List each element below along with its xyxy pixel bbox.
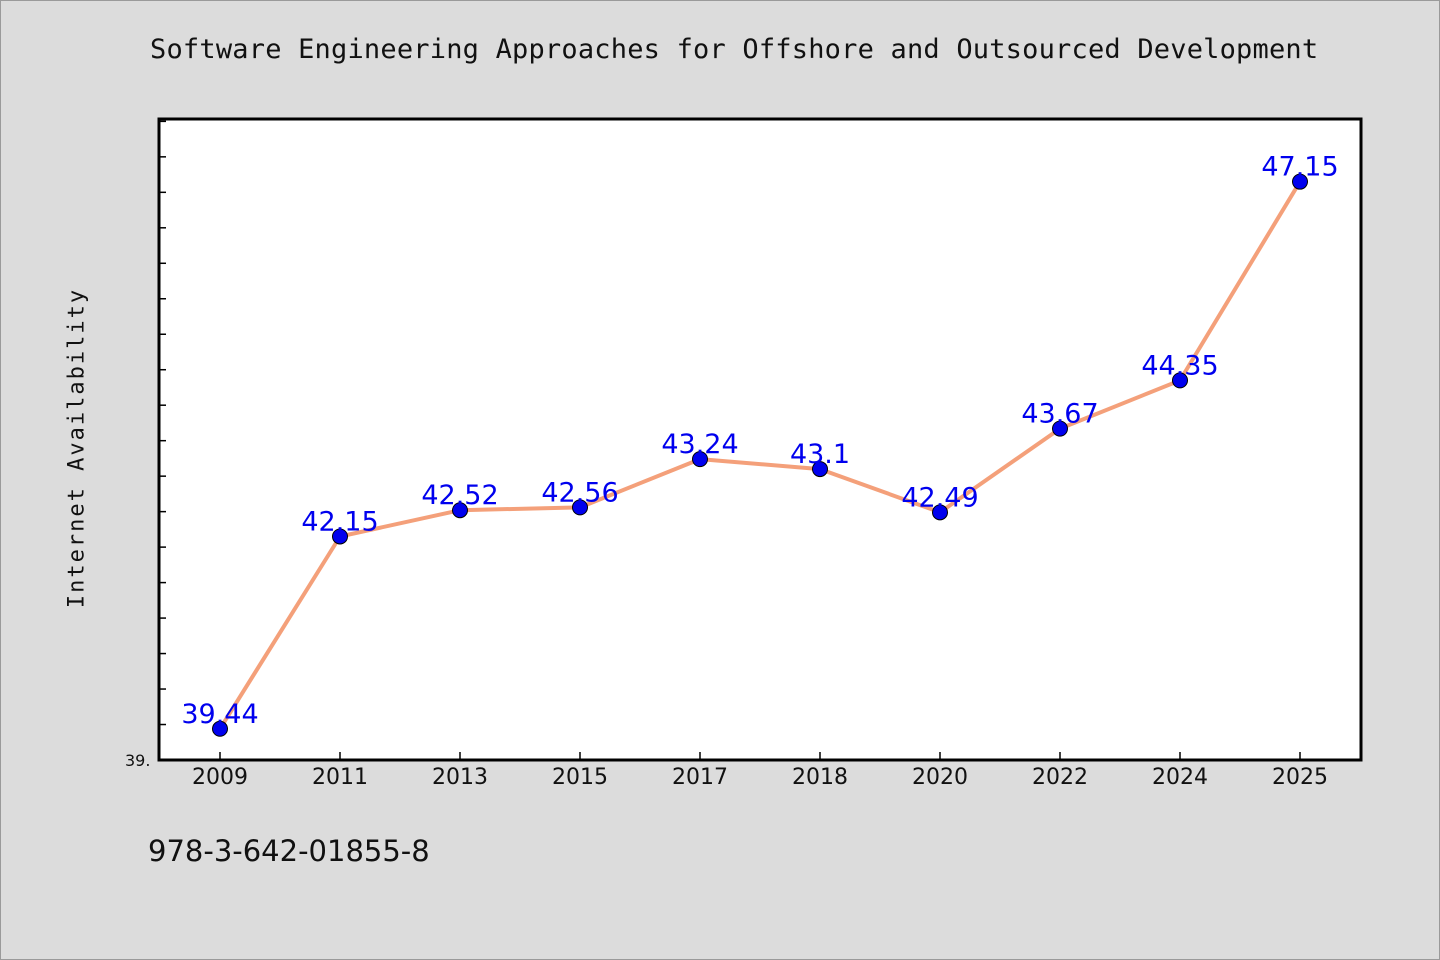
data-label: 42.49: [901, 482, 978, 513]
data-label: 42.56: [541, 477, 618, 508]
x-tick-label: 2024: [1152, 765, 1208, 790]
data-label: 43.1: [790, 439, 850, 470]
data-label: 39.44: [181, 699, 258, 730]
footer-isbn: 978-3-642-01855-8: [148, 834, 430, 868]
data-point: [812, 461, 828, 478]
data-point: [692, 451, 708, 468]
x-tick-label: 2015: [552, 765, 608, 790]
x-tick-label: 2011: [312, 765, 368, 790]
data-markers: [212, 173, 1308, 737]
x-tick-label: 2009: [192, 765, 248, 790]
data-label: 47.15: [1261, 152, 1338, 183]
x-tick-label: 2017: [672, 765, 728, 790]
data-labels: 39.44 42.15 42.52 42.56 43.24 43.1 42.49 43.67 4…: [181, 152, 1338, 730]
plot-area: [157, 117, 1363, 762]
x-tick-label: 2018: [792, 765, 848, 790]
y-axis-ticks: [159, 120, 166, 761]
data-point: [1052, 420, 1068, 437]
x-tick-label: 2022: [1032, 765, 1088, 790]
x-axis-ticks: 2009 2011 2013 2015 2017 2018 2020 2022 2024 2025: [192, 752, 1328, 790]
data-label: 44.35: [1141, 350, 1218, 381]
data-point: [212, 720, 228, 737]
data-point: [452, 502, 468, 519]
chart-title: Software Engineering Approaches for Offs…: [150, 34, 1319, 65]
data-point: [572, 499, 588, 516]
data-point: [1292, 173, 1308, 190]
data-label: 42.52: [421, 480, 498, 511]
x-tick-label: 2020: [912, 765, 968, 790]
series-line: [218, 179, 1302, 731]
data-label: 43.67: [1021, 399, 1098, 430]
x-tick-label: 2025: [1272, 765, 1328, 790]
data-label: 42.15: [301, 506, 378, 537]
y-tick-label-min: 39.: [125, 751, 150, 770]
data-point: [1172, 372, 1188, 389]
x-tick-label: 2013: [432, 765, 488, 790]
data-label: 43.24: [661, 429, 738, 460]
data-point: [332, 528, 348, 545]
data-point: [932, 504, 948, 521]
